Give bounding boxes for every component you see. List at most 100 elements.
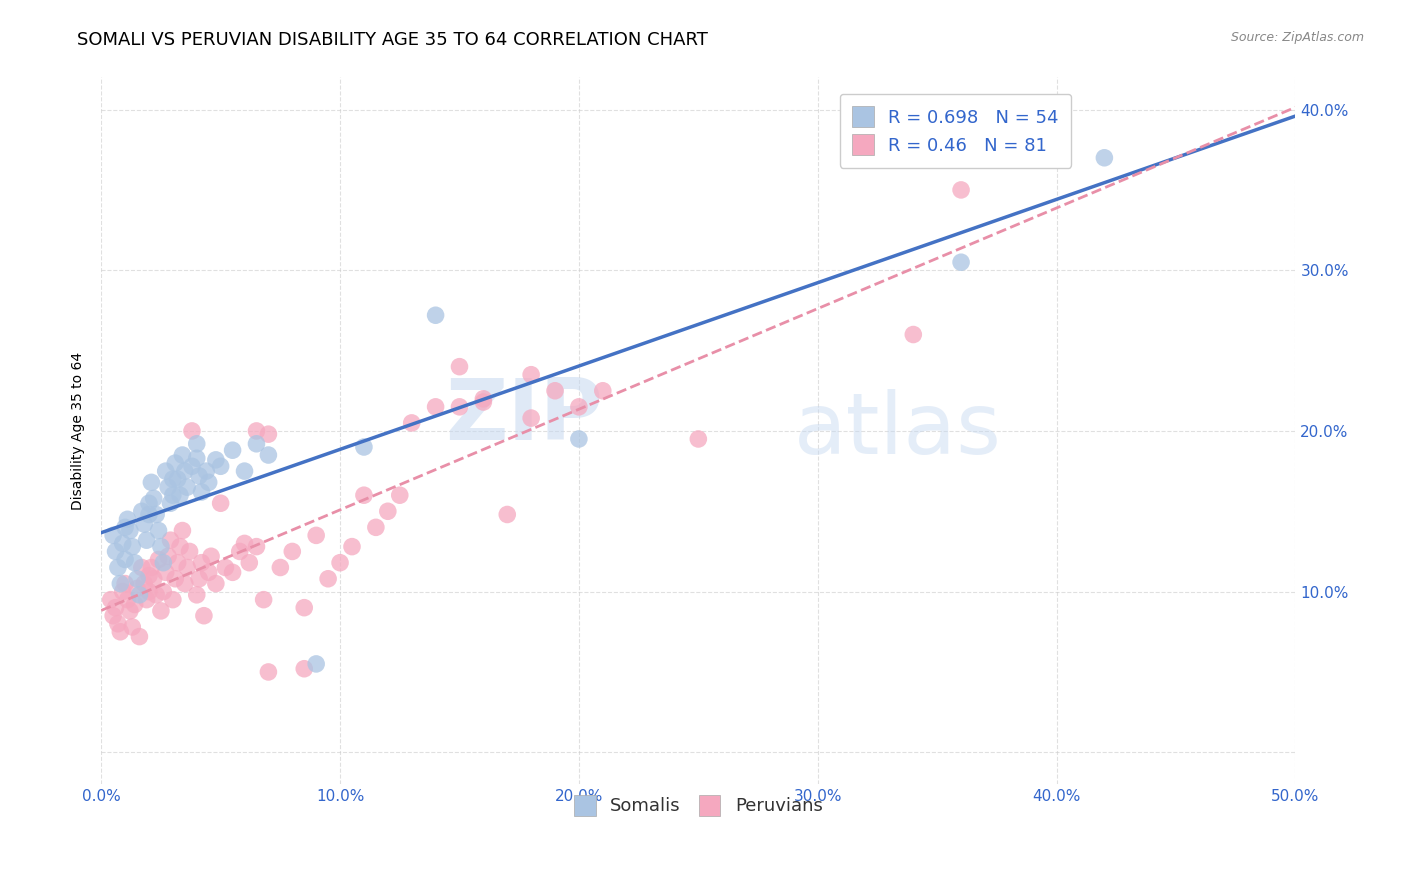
Point xyxy=(101,528,124,542)
Point xyxy=(233,464,256,478)
Point xyxy=(197,566,219,580)
Point xyxy=(401,416,423,430)
Point xyxy=(172,524,194,538)
Point xyxy=(104,544,127,558)
Point xyxy=(114,576,136,591)
Point xyxy=(107,560,129,574)
Point xyxy=(176,560,198,574)
Point xyxy=(353,440,375,454)
Point xyxy=(169,540,191,554)
Point xyxy=(165,456,187,470)
Point xyxy=(173,576,195,591)
Point xyxy=(221,443,243,458)
Point xyxy=(181,459,204,474)
Point xyxy=(472,392,495,406)
Point xyxy=(520,411,543,425)
Text: Source: ZipAtlas.com: Source: ZipAtlas.com xyxy=(1230,31,1364,45)
Point xyxy=(145,588,167,602)
Point xyxy=(425,400,447,414)
Point xyxy=(253,592,276,607)
Point xyxy=(221,566,243,580)
Legend: Somalis, Peruvians: Somalis, Peruvians xyxy=(565,786,832,825)
Point xyxy=(135,592,157,607)
Point xyxy=(425,308,447,322)
Point xyxy=(193,608,215,623)
Point xyxy=(292,662,315,676)
Point xyxy=(141,560,163,574)
Point xyxy=(142,491,165,506)
Point xyxy=(138,568,160,582)
Point xyxy=(688,432,710,446)
Point xyxy=(520,368,543,382)
Point xyxy=(152,556,174,570)
Point xyxy=(353,488,375,502)
Point xyxy=(124,556,146,570)
Point xyxy=(1092,151,1115,165)
Point xyxy=(110,624,132,639)
Point xyxy=(124,598,146,612)
Point xyxy=(903,327,925,342)
Point xyxy=(152,584,174,599)
Point xyxy=(209,459,232,474)
Point xyxy=(117,592,139,607)
Point xyxy=(159,496,181,510)
Point xyxy=(128,588,150,602)
Point xyxy=(157,549,180,564)
Point xyxy=(377,504,399,518)
Point xyxy=(388,488,411,502)
Point xyxy=(131,504,153,518)
Point xyxy=(292,600,315,615)
Text: atlas: atlas xyxy=(794,390,1002,473)
Point xyxy=(950,255,973,269)
Point xyxy=(257,427,280,442)
Point xyxy=(305,657,328,671)
Point xyxy=(145,508,167,522)
Point xyxy=(121,540,143,554)
Point xyxy=(128,630,150,644)
Text: ZIP: ZIP xyxy=(446,376,603,458)
Point xyxy=(176,480,198,494)
Point xyxy=(257,665,280,679)
Point xyxy=(205,576,228,591)
Point xyxy=(190,556,212,570)
Point xyxy=(200,549,222,564)
Point xyxy=(340,540,363,554)
Point xyxy=(188,572,211,586)
Point xyxy=(197,475,219,490)
Point xyxy=(188,469,211,483)
Point xyxy=(195,464,218,478)
Point xyxy=(186,588,208,602)
Point xyxy=(142,572,165,586)
Point xyxy=(186,451,208,466)
Point xyxy=(245,540,267,554)
Point xyxy=(214,560,236,574)
Point xyxy=(233,536,256,550)
Point xyxy=(179,544,201,558)
Point xyxy=(305,528,328,542)
Point xyxy=(245,424,267,438)
Point xyxy=(131,560,153,574)
Point xyxy=(162,472,184,486)
Point xyxy=(125,582,148,596)
Point xyxy=(364,520,387,534)
Point xyxy=(118,604,141,618)
Point xyxy=(117,512,139,526)
Point xyxy=(159,533,181,548)
Text: SOMALI VS PERUVIAN DISABILITY AGE 35 TO 64 CORRELATION CHART: SOMALI VS PERUVIAN DISABILITY AGE 35 TO … xyxy=(77,31,709,49)
Point xyxy=(114,520,136,534)
Point xyxy=(101,608,124,623)
Point xyxy=(173,464,195,478)
Point xyxy=(100,592,122,607)
Point xyxy=(496,508,519,522)
Point xyxy=(155,566,177,580)
Point xyxy=(238,556,260,570)
Point xyxy=(118,524,141,538)
Point xyxy=(257,448,280,462)
Point xyxy=(162,488,184,502)
Point xyxy=(269,560,291,574)
Point xyxy=(544,384,567,398)
Point xyxy=(190,485,212,500)
Point xyxy=(149,604,172,618)
Point xyxy=(172,448,194,462)
Point xyxy=(472,395,495,409)
